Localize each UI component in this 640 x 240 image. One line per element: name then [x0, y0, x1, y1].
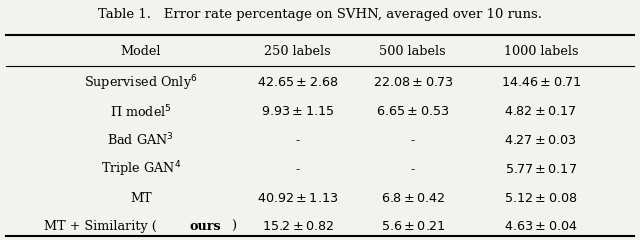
Text: $15.2 \pm 0.82$: $15.2 \pm 0.82$: [262, 220, 333, 233]
Text: $4.82 \pm 0.17$: $4.82 \pm 0.17$: [504, 105, 577, 118]
Text: Model: Model: [120, 45, 161, 58]
Text: MT: MT: [130, 192, 152, 204]
Text: ours: ours: [190, 220, 221, 233]
Text: $5.77 \pm 0.17$: $5.77 \pm 0.17$: [505, 163, 577, 176]
Text: Supervised Only$^6$: Supervised Only$^6$: [84, 73, 198, 93]
Text: $4.63 \pm 0.04$: $4.63 \pm 0.04$: [504, 220, 577, 233]
Text: $9.93 \pm 1.15$: $9.93 \pm 1.15$: [261, 105, 334, 118]
Text: MT + Similarity (: MT + Similarity (: [44, 220, 157, 233]
Text: 500 labels: 500 labels: [380, 45, 446, 58]
Text: $6.65 \pm 0.53$: $6.65 \pm 0.53$: [376, 105, 449, 118]
Text: -: -: [411, 134, 415, 147]
Text: $5.12 \pm 0.08$: $5.12 \pm 0.08$: [504, 192, 577, 204]
Text: Π model$^5$: Π model$^5$: [110, 103, 172, 120]
Text: -: -: [296, 163, 300, 176]
Text: ): ): [230, 220, 236, 233]
Text: $40.92 \pm 1.13$: $40.92 \pm 1.13$: [257, 192, 338, 204]
Text: 1000 labels: 1000 labels: [504, 45, 578, 58]
Text: Bad GAN$^3$: Bad GAN$^3$: [108, 132, 174, 149]
Text: Table 1.   Error rate percentage on SVHN, averaged over 10 runs.: Table 1. Error rate percentage on SVHN, …: [98, 8, 542, 21]
Text: $14.46 \pm 0.71$: $14.46 \pm 0.71$: [500, 76, 581, 89]
Text: Triple GAN$^4$: Triple GAN$^4$: [100, 159, 181, 179]
Text: -: -: [411, 163, 415, 176]
Text: $4.27 \pm 0.03$: $4.27 \pm 0.03$: [504, 134, 577, 147]
Text: $22.08 \pm 0.73$: $22.08 \pm 0.73$: [372, 76, 453, 89]
Text: 250 labels: 250 labels: [264, 45, 331, 58]
Text: -: -: [296, 134, 300, 147]
Text: $6.8 \pm 0.42$: $6.8 \pm 0.42$: [381, 192, 445, 204]
Text: $5.6 \pm 0.21$: $5.6 \pm 0.21$: [381, 220, 445, 233]
Text: $42.65 \pm 2.68$: $42.65 \pm 2.68$: [257, 76, 339, 89]
